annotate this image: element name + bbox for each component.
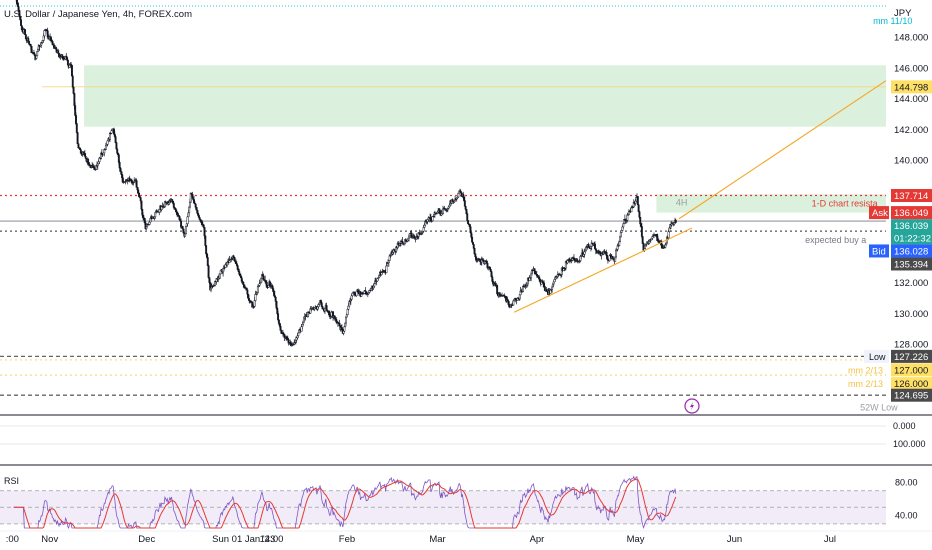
price-tick: 140.000: [894, 155, 928, 166]
price-label-10: 124.695: [891, 388, 932, 402]
price-label-7: 127.226 Low: [864, 349, 932, 363]
time-tick: Nov: [41, 534, 58, 545]
svg-text:126.000: 126.000: [894, 379, 928, 390]
price-tick: 128.000: [894, 340, 928, 351]
price-label-3: 01:22:32: [891, 231, 932, 245]
price-tick: 146.000: [894, 63, 928, 74]
svg-text:Ask: Ask: [872, 208, 888, 219]
rsi-pane: RSI 80.00 40.00: [0, 475, 918, 530]
zone-0: [84, 65, 886, 127]
trendlines: [513, 80, 887, 313]
svg-text:mm 2/13: mm 2/13: [848, 365, 883, 375]
trendline-1: [678, 80, 887, 220]
rsi-ma-line: [13, 478, 677, 529]
annotation-4: 52W Low: [860, 402, 898, 412]
middle-pane-tick: 100.000: [893, 439, 926, 449]
time-tick: Dec: [138, 534, 155, 545]
zone-1: [656, 194, 886, 213]
annotation-2: 4H: [676, 198, 688, 208]
price-tick: 144.000: [894, 94, 928, 105]
annotations: mm 11/10 1-D chart resista 4H expected buy …: [676, 16, 912, 414]
price-label-8: 127.000 mm 2/13: [848, 363, 932, 377]
price-label-5: 135.394: [891, 257, 932, 271]
price-tick: 148.000: [894, 33, 928, 44]
svg-text:136.039: 136.039: [894, 221, 928, 232]
svg-text:Low: Low: [869, 352, 886, 362]
price-label-0: 137.714: [891, 189, 932, 203]
svg-text:mm 2/13: mm 2/13: [848, 379, 883, 389]
candle: [76, 132, 79, 145]
rsi-tick: 80.00: [895, 477, 918, 487]
price-label-1: 136.049 Ask: [869, 206, 932, 220]
chart-title: U.S. Dollar / Japanese Yen, 4h, FOREX.co…: [4, 9, 192, 20]
candle: [619, 232, 622, 238]
annotation-3: expected buy a: [805, 235, 866, 245]
horizontal-levels: [0, 86, 886, 396]
svg-text:127.226: 127.226: [894, 352, 928, 363]
annotation-1: 1-D chart resista: [812, 198, 878, 208]
price-tick: 130.000: [894, 309, 928, 320]
price-label-2: 136.039: [891, 219, 932, 233]
trendline-0: [513, 227, 693, 313]
axes: 0.000 100.000 148.000 146.000 144.000 142.000…: [0, 33, 932, 545]
candle: [636, 196, 639, 206]
time-tick: Jul: [824, 534, 836, 545]
time-tick: 14:00: [260, 534, 284, 545]
rsi-line: [13, 475, 677, 530]
rsi-label: RSI: [4, 476, 19, 486]
time-tick: :00: [6, 534, 19, 545]
svg-text:136.028: 136.028: [894, 246, 928, 257]
price-tick: 132.000: [894, 278, 928, 289]
time-tick: Apr: [530, 534, 545, 545]
svg-text:136.049: 136.049: [894, 208, 928, 219]
time-tick: Jun: [727, 534, 742, 545]
svg-text:Bid: Bid: [872, 246, 886, 257]
candle: [207, 264, 210, 279]
time-tick: Feb: [339, 534, 355, 545]
price-label-4: 136.028 Bid: [869, 244, 932, 258]
svg-text:135.394: 135.394: [894, 259, 928, 270]
candlesticks: [15, 0, 677, 347]
candle: [218, 273, 221, 279]
svg-text:144.798: 144.798: [894, 82, 928, 93]
currency-label: JPY: [894, 8, 912, 19]
lightning-icon: [684, 398, 700, 414]
candle: [66, 59, 69, 66]
time-tick: Mar: [429, 534, 445, 545]
svg-text:01:22:32: 01:22:32: [894, 233, 931, 244]
middle-pane-tick: 0.000: [893, 421, 916, 431]
price-tick: 142.000: [894, 125, 928, 136]
price-label-6: 144.798: [891, 80, 932, 94]
time-tick: May: [627, 534, 645, 545]
highlight-zones: [84, 65, 886, 213]
svg-text:124.695: 124.695: [894, 391, 928, 402]
svg-text:127.000: 127.000: [894, 365, 928, 376]
svg-text:137.714: 137.714: [894, 191, 928, 202]
annotation-0: mm 11/10: [873, 16, 912, 26]
time-tick: Sun 01 Jan '23: [212, 534, 275, 545]
candle: [184, 225, 187, 235]
rsi-tick: 40.00: [895, 511, 918, 521]
candle: [71, 74, 74, 89]
price-label-9: 126.000 mm 2/13: [848, 377, 932, 391]
candle: [674, 218, 677, 224]
